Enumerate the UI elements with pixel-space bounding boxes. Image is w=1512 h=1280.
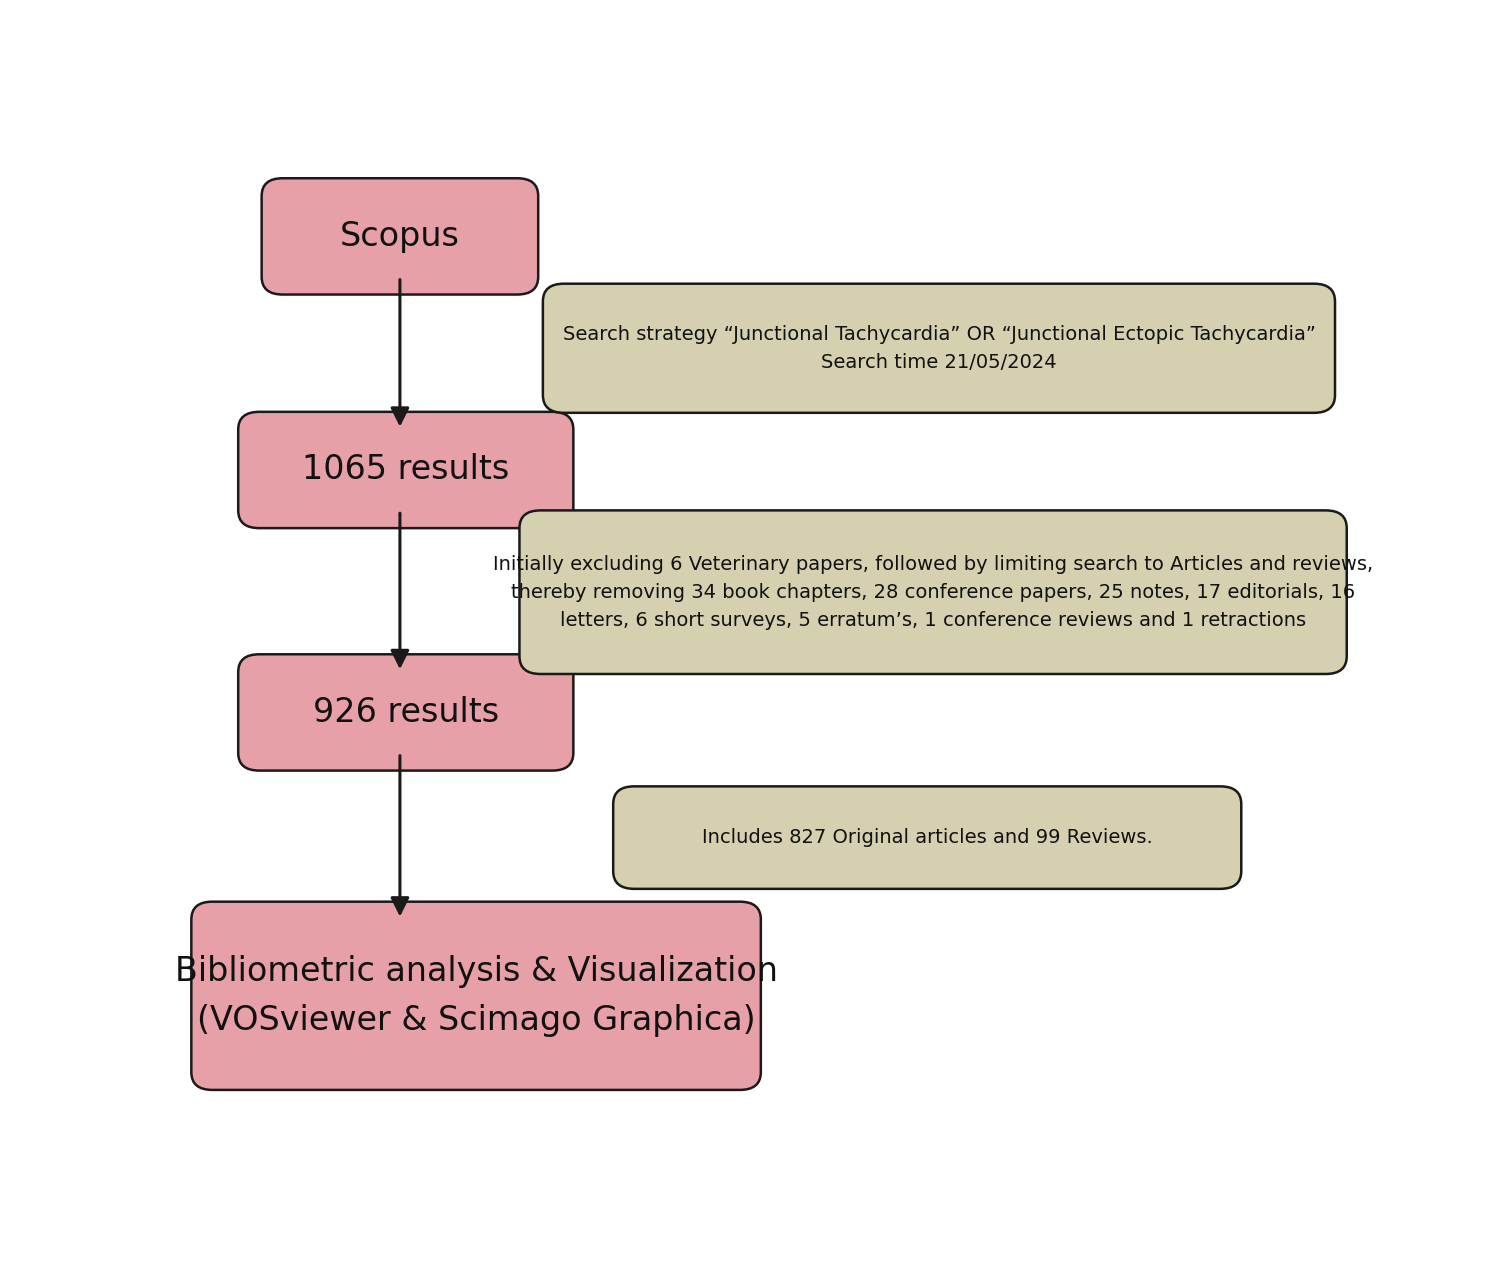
Text: Includes 827 Original articles and 99 Reviews.: Includes 827 Original articles and 99 Re…	[702, 828, 1152, 847]
FancyBboxPatch shape	[614, 786, 1241, 888]
FancyBboxPatch shape	[239, 654, 573, 771]
Text: 1065 results: 1065 results	[302, 453, 510, 486]
FancyBboxPatch shape	[239, 412, 573, 529]
FancyBboxPatch shape	[520, 511, 1347, 675]
Text: 926 results: 926 results	[313, 696, 499, 728]
FancyBboxPatch shape	[543, 284, 1335, 413]
Text: Search strategy “Junctional Tachycardia” OR “Junctional Ectopic Tachycardia”
Sea: Search strategy “Junctional Tachycardia”…	[562, 325, 1315, 371]
Text: Bibliometric analysis & Visualization
(VOSviewer & Scimago Graphica): Bibliometric analysis & Visualization (V…	[174, 955, 777, 1037]
Text: Scopus: Scopus	[340, 220, 460, 253]
Text: Initially excluding 6 Veterinary papers, followed by limiting search to Articles: Initially excluding 6 Veterinary papers,…	[493, 554, 1373, 630]
FancyBboxPatch shape	[192, 901, 761, 1091]
FancyBboxPatch shape	[262, 178, 538, 294]
